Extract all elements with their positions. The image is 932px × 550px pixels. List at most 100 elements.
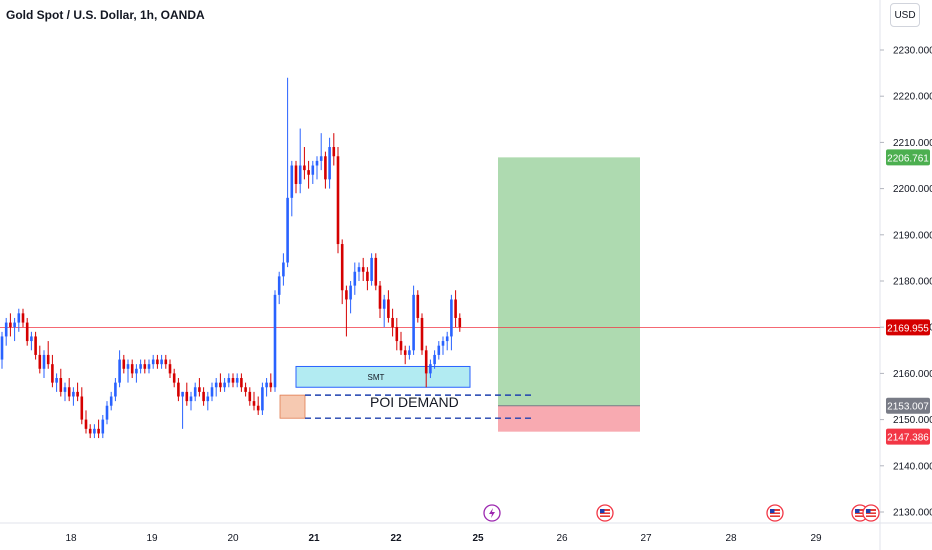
candle-body: [361, 267, 365, 272]
candle-body: [370, 257, 373, 281]
candle-body: [408, 350, 411, 355]
candle-body: [84, 419, 88, 429]
candle-body: [160, 359, 163, 365]
price-badge: [886, 149, 930, 166]
price-badge-label: 2169.955: [887, 323, 929, 334]
candle-body: [437, 345, 441, 355]
candle-body: [114, 382, 117, 397]
candle-body: [256, 405, 260, 411]
candle-body: [353, 271, 357, 286]
candle-body: [93, 428, 96, 434]
candle-body: [235, 378, 239, 383]
poi-demand-zone[interactable]: [279, 394, 306, 419]
flag-white-stripe: [600, 514, 610, 516]
candle-body: [9, 322, 12, 328]
flag-white-stripe: [600, 511, 610, 513]
candle-body: [206, 396, 210, 402]
candle-body: [340, 244, 344, 291]
x-tick-label: 28: [725, 533, 737, 544]
candle-body: [177, 382, 180, 397]
x-tick-label: 18: [65, 533, 77, 544]
x-tick-label: 25: [472, 533, 484, 544]
candle-body: [59, 378, 63, 392]
candle-body: [315, 160, 319, 166]
flag-white-stripe: [770, 511, 780, 513]
candle-body: [290, 165, 294, 198]
candle-body: [202, 391, 205, 402]
flag-canton: [855, 509, 860, 513]
candle-body: [319, 156, 323, 161]
chart-title: Gold Spot / U.S. Dollar, 1h, OANDA: [6, 8, 205, 22]
candle-body: [269, 382, 273, 388]
candle-body: [168, 364, 172, 374]
candle-body: [332, 147, 336, 157]
x-tick-label: 20: [227, 533, 239, 544]
take-profit-zone[interactable]: [498, 157, 640, 406]
candle-body: [252, 401, 256, 406]
candle-body: [445, 336, 449, 342]
x-tick-label: 19: [146, 533, 158, 544]
candle-body: [17, 313, 21, 323]
candle-body: [21, 313, 25, 323]
candle-body: [303, 165, 306, 171]
candle-body: [223, 382, 226, 388]
candle-body: [42, 354, 46, 369]
price-badge-label: 2153.007: [887, 402, 929, 413]
flag-stripes: [770, 509, 780, 517]
candle-body: [105, 405, 109, 420]
candle-body: [118, 359, 121, 383]
stop-loss-zone[interactable]: [498, 405, 640, 432]
candle-body: [164, 359, 168, 365]
candle-body: [244, 387, 247, 392]
poi-demand-label: POI DEMAND: [370, 394, 459, 410]
candle-body: [97, 428, 100, 434]
candle-body: [219, 382, 222, 388]
candle-body: [193, 387, 197, 397]
candle-body: [391, 317, 394, 328]
price-badge: [886, 397, 930, 414]
candle-body: [420, 317, 424, 351]
currency-button[interactable]: USD: [890, 3, 920, 27]
candle-body: [454, 299, 457, 318]
candle-body: [374, 257, 378, 286]
candle-body: [214, 382, 218, 388]
candle-body: [307, 170, 310, 175]
candle-body: [429, 364, 432, 374]
flag-stripes: [600, 509, 610, 517]
candle-body: [139, 364, 142, 369]
y-tick-label: 2150.000: [893, 415, 932, 426]
lightning-bolt-shape: [489, 508, 495, 518]
y-tick-label: 2190.000: [893, 230, 932, 241]
x-tick-label: 21: [308, 533, 320, 544]
candle-body: [72, 391, 75, 397]
price-badge-label: 2206.761: [887, 153, 929, 164]
y-tick-label: 2210.000: [893, 138, 932, 149]
candle-body: [0, 336, 4, 360]
candle-body: [441, 341, 445, 346]
candle-body: [46, 354, 50, 365]
y-tick-label: 2180.000: [893, 277, 932, 288]
candle-body: [76, 391, 79, 397]
candle-body: [130, 364, 134, 374]
candle-body: [416, 294, 420, 318]
candle-body: [189, 396, 193, 402]
candle-body: [135, 368, 138, 374]
candle-body: [198, 387, 201, 392]
candle-body: [172, 373, 176, 383]
price-badge-label: 2147.386: [887, 433, 929, 444]
candle-body: [412, 294, 415, 351]
candle-body: [30, 336, 33, 342]
candle-body: [349, 285, 352, 300]
candle-body: [395, 327, 399, 342]
candle-body: [240, 378, 243, 388]
candle-body: [357, 267, 361, 272]
candle-body: [328, 147, 331, 180]
candle-body: [273, 294, 277, 388]
y-tick-label: 2130.000: [893, 508, 932, 519]
smt-label: SMT: [368, 373, 385, 382]
candle-body: [88, 428, 92, 434]
x-tick-label: 26: [556, 533, 568, 544]
candle-body: [248, 391, 252, 402]
candle-body: [433, 354, 436, 365]
